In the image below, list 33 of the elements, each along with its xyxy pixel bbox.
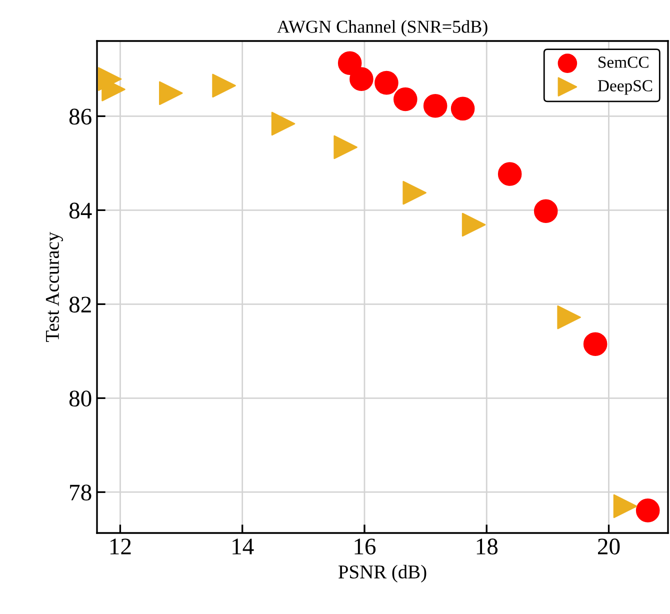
legend-label: DeepSC: [598, 80, 652, 95]
x-axis-title: PSNR (dB): [338, 564, 426, 582]
point: [338, 51, 362, 75]
point: [350, 67, 374, 91]
point: [271, 112, 296, 136]
legend-label: SemCC: [598, 56, 648, 68]
y-tick-label: 78: [70, 484, 92, 501]
chart-title: AWGN Channel (SNR=5dB): [277, 20, 488, 37]
point: [212, 74, 236, 98]
point: [450, 96, 475, 121]
y-axis-title: Test Accuracy: [46, 232, 63, 342]
point: [402, 180, 426, 205]
point: [534, 199, 558, 223]
point: [394, 87, 418, 112]
y-tick-label: 86: [69, 108, 92, 125]
point: [423, 94, 448, 118]
point: [498, 162, 522, 186]
y-tick-label: 82: [69, 296, 91, 313]
point: [636, 498, 660, 522]
point: [557, 305, 581, 330]
x-tick-label: 18: [476, 538, 498, 554]
point: [334, 135, 358, 160]
y-tick-label: 80: [69, 390, 92, 407]
y-tick-label: 84: [69, 202, 92, 219]
x-tick-label: 12: [110, 538, 131, 554]
x-tick-label: 14: [232, 538, 254, 554]
point: [159, 81, 183, 106]
x-tick-label: 16: [354, 538, 376, 554]
point: [374, 70, 398, 95]
x-tick-label: 20: [598, 538, 620, 554]
point: [462, 212, 486, 237]
point: [613, 494, 638, 518]
point: [583, 332, 608, 356]
